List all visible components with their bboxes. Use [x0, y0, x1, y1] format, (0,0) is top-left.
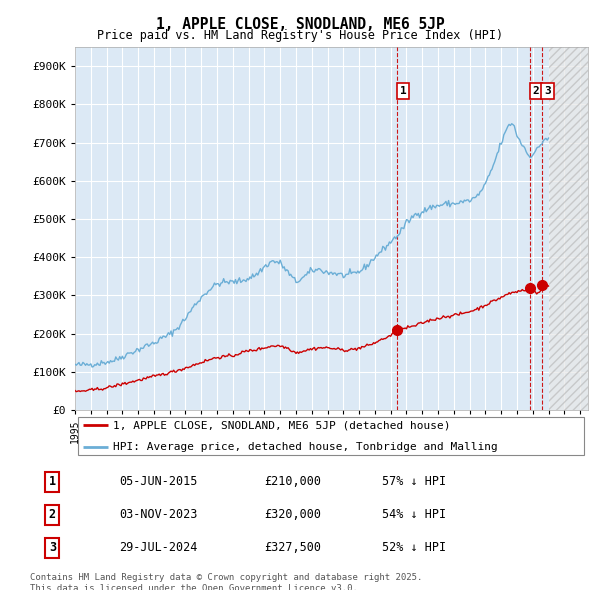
Text: 54% ↓ HPI: 54% ↓ HPI: [382, 508, 446, 522]
Text: 1: 1: [400, 86, 407, 96]
Text: Price paid vs. HM Land Registry's House Price Index (HPI): Price paid vs. HM Land Registry's House …: [97, 30, 503, 42]
Text: £327,500: £327,500: [265, 541, 322, 555]
Text: 52% ↓ HPI: 52% ↓ HPI: [382, 541, 446, 555]
Text: 3: 3: [49, 541, 56, 555]
Text: 29-JUL-2024: 29-JUL-2024: [119, 541, 197, 555]
Text: 2: 2: [49, 508, 56, 522]
Text: 1: 1: [49, 475, 56, 489]
Text: 1, APPLE CLOSE, SNODLAND, ME6 5JP (detached house): 1, APPLE CLOSE, SNODLAND, ME6 5JP (detac…: [113, 421, 451, 430]
Bar: [548, 47, 588, 410]
Text: 03-NOV-2023: 03-NOV-2023: [119, 508, 197, 522]
Text: 2: 2: [533, 86, 539, 96]
Text: 05-JUN-2015: 05-JUN-2015: [119, 475, 197, 489]
Text: 57% ↓ HPI: 57% ↓ HPI: [382, 475, 446, 489]
Text: 1, APPLE CLOSE, SNODLAND, ME6 5JP: 1, APPLE CLOSE, SNODLAND, ME6 5JP: [155, 17, 445, 31]
Text: £320,000: £320,000: [265, 508, 322, 522]
Text: 3: 3: [544, 86, 551, 96]
Text: Contains HM Land Registry data © Crown copyright and database right 2025.
This d: Contains HM Land Registry data © Crown c…: [30, 573, 422, 590]
Text: HPI: Average price, detached house, Tonbridge and Malling: HPI: Average price, detached house, Tonb…: [113, 442, 498, 451]
Text: £210,000: £210,000: [265, 475, 322, 489]
FancyBboxPatch shape: [77, 417, 584, 455]
